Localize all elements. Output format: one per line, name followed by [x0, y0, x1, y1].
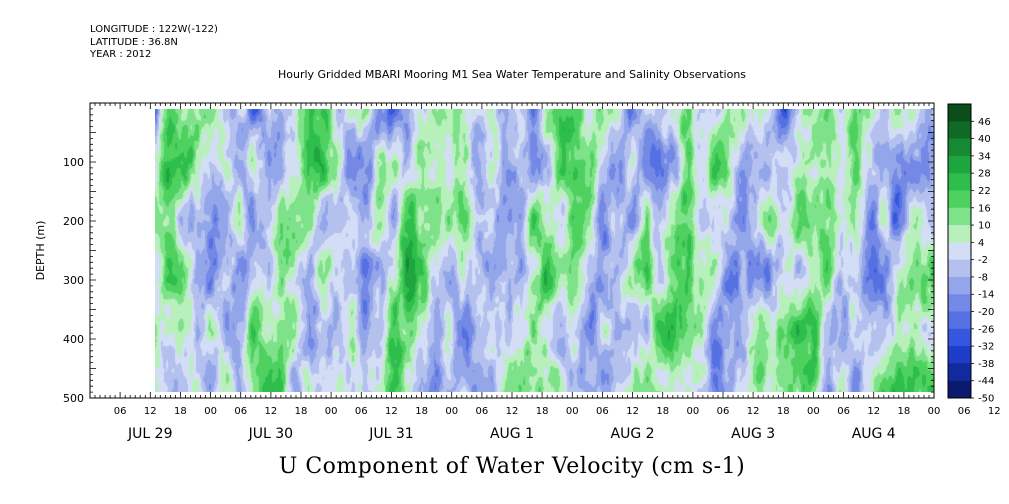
- x-tick-label: 00: [566, 406, 579, 417]
- x-tick-label: 00: [686, 406, 699, 417]
- variable-label: U Component of Water Velocity (cm s-1): [278, 454, 746, 479]
- x-tick-label: 18: [897, 406, 910, 417]
- colorbar-frame: [947, 103, 972, 399]
- y-tick-label: 100: [63, 156, 84, 169]
- x-tick-label: 00: [928, 406, 941, 417]
- colorbar-label: -50: [978, 394, 994, 405]
- colorbar-swatch: [948, 259, 971, 278]
- left-axis-ticks: [90, 102, 96, 399]
- colorbar-label: 10: [978, 221, 991, 232]
- x-tick-label: 18: [415, 406, 428, 417]
- x-tick-label: 06: [355, 406, 368, 417]
- colorbar-swatch: [948, 380, 971, 399]
- x-date-label: JUL 29: [127, 426, 172, 442]
- colorbar-swatch: [948, 138, 971, 157]
- y-tick-label: 400: [63, 333, 84, 346]
- latitude-label: LATITUDE : 36.8N: [90, 37, 178, 48]
- year-label: YEAR : 2012: [90, 49, 152, 60]
- x-tick-label: 18: [656, 406, 669, 417]
- x-tick-label: 06: [596, 406, 609, 417]
- x-tick-label: 12: [867, 406, 880, 417]
- x-date-label: JUL 31: [368, 426, 413, 442]
- x-tick-label: 06: [234, 406, 247, 417]
- x-tick-label: 12: [988, 406, 1001, 417]
- top-axis-ticks: [89, 103, 935, 109]
- x-tick-label: 00: [445, 406, 458, 417]
- x-date-label: AUG 2: [611, 426, 655, 442]
- y-tick-label: 300: [63, 274, 84, 287]
- colorbar-swatch: [948, 363, 971, 382]
- x-date-label: AUG 3: [731, 426, 775, 442]
- colorbar-swatch: [948, 311, 971, 330]
- colorbar-label: -2: [978, 255, 988, 266]
- colorbar-label: 22: [978, 186, 991, 197]
- x-tick-label: 12: [626, 406, 639, 417]
- x-tick-label: 06: [717, 406, 730, 417]
- heatmap-field: [155, 109, 934, 392]
- x-date-label: AUG 4: [852, 426, 896, 442]
- colorbar-swatch: [948, 242, 971, 261]
- x-tick-label: 12: [506, 406, 519, 417]
- x-date-label: AUG 1: [490, 426, 534, 442]
- chart-title: Hourly Gridded MBARI Mooring M1 Sea Wate…: [277, 68, 747, 81]
- colorbar-label: -38: [978, 359, 994, 370]
- x-tick-label: 06: [837, 406, 850, 417]
- colorbar-label: 4: [978, 238, 984, 249]
- colorbar-swatch: [948, 328, 971, 347]
- x-date-label: JUL 30: [248, 426, 293, 442]
- longitude-label: LONGITUDE : 122W(-122): [90, 24, 218, 35]
- colorbar-swatch: [948, 155, 971, 174]
- y-axis-label: DEPTH (m): [34, 221, 47, 281]
- x-tick-label: 00: [807, 406, 820, 417]
- x-tick-label: 18: [295, 406, 308, 417]
- x-tick-label: 00: [204, 406, 217, 417]
- colorbar-swatch: [948, 173, 971, 191]
- colorbar-label: -26: [978, 324, 994, 335]
- x-tick-label: 12: [264, 406, 277, 417]
- colorbar-swatch: [948, 225, 971, 243]
- colorbar-label: 34: [978, 151, 991, 162]
- colorbar-swatch: [948, 104, 971, 122]
- colorbar-label: 28: [978, 169, 991, 180]
- y-tick-label: 200: [63, 215, 84, 228]
- colorbar-label: -20: [978, 307, 994, 318]
- colorbar-label: -8: [978, 272, 988, 283]
- x-tick-label: 18: [777, 406, 790, 417]
- colorbar-swatch: [948, 276, 971, 295]
- colorbar-swatch: [948, 346, 971, 364]
- y-tick-label: 500: [63, 392, 84, 405]
- colorbar-label: -32: [978, 342, 994, 353]
- x-tick-label: 06: [475, 406, 488, 417]
- right-axis-ticks: [928, 102, 934, 399]
- colorbar-swatch: [948, 207, 971, 226]
- x-tick-label: 06: [114, 406, 127, 417]
- colorbar-swatch: [948, 190, 971, 209]
- x-tick-label: 18: [174, 406, 187, 417]
- colorbar-label: -14: [978, 290, 994, 301]
- colorbar-label: -44: [978, 376, 994, 387]
- colorbar-label: 16: [978, 203, 991, 214]
- x-tick-label: 12: [144, 406, 157, 417]
- x-tick-label: 06: [958, 406, 971, 417]
- x-tick-label: 18: [536, 406, 549, 417]
- x-tick-label: 12: [385, 406, 398, 417]
- colorbar-label: 40: [978, 134, 991, 145]
- colorbar-swatch: [948, 294, 971, 313]
- x-tick-label: 00: [325, 406, 338, 417]
- colorbar-swatch: [948, 121, 971, 140]
- bottom-axis-ticks: [89, 392, 935, 398]
- x-tick-label: 12: [747, 406, 760, 417]
- colorbar-label: 46: [978, 117, 991, 128]
